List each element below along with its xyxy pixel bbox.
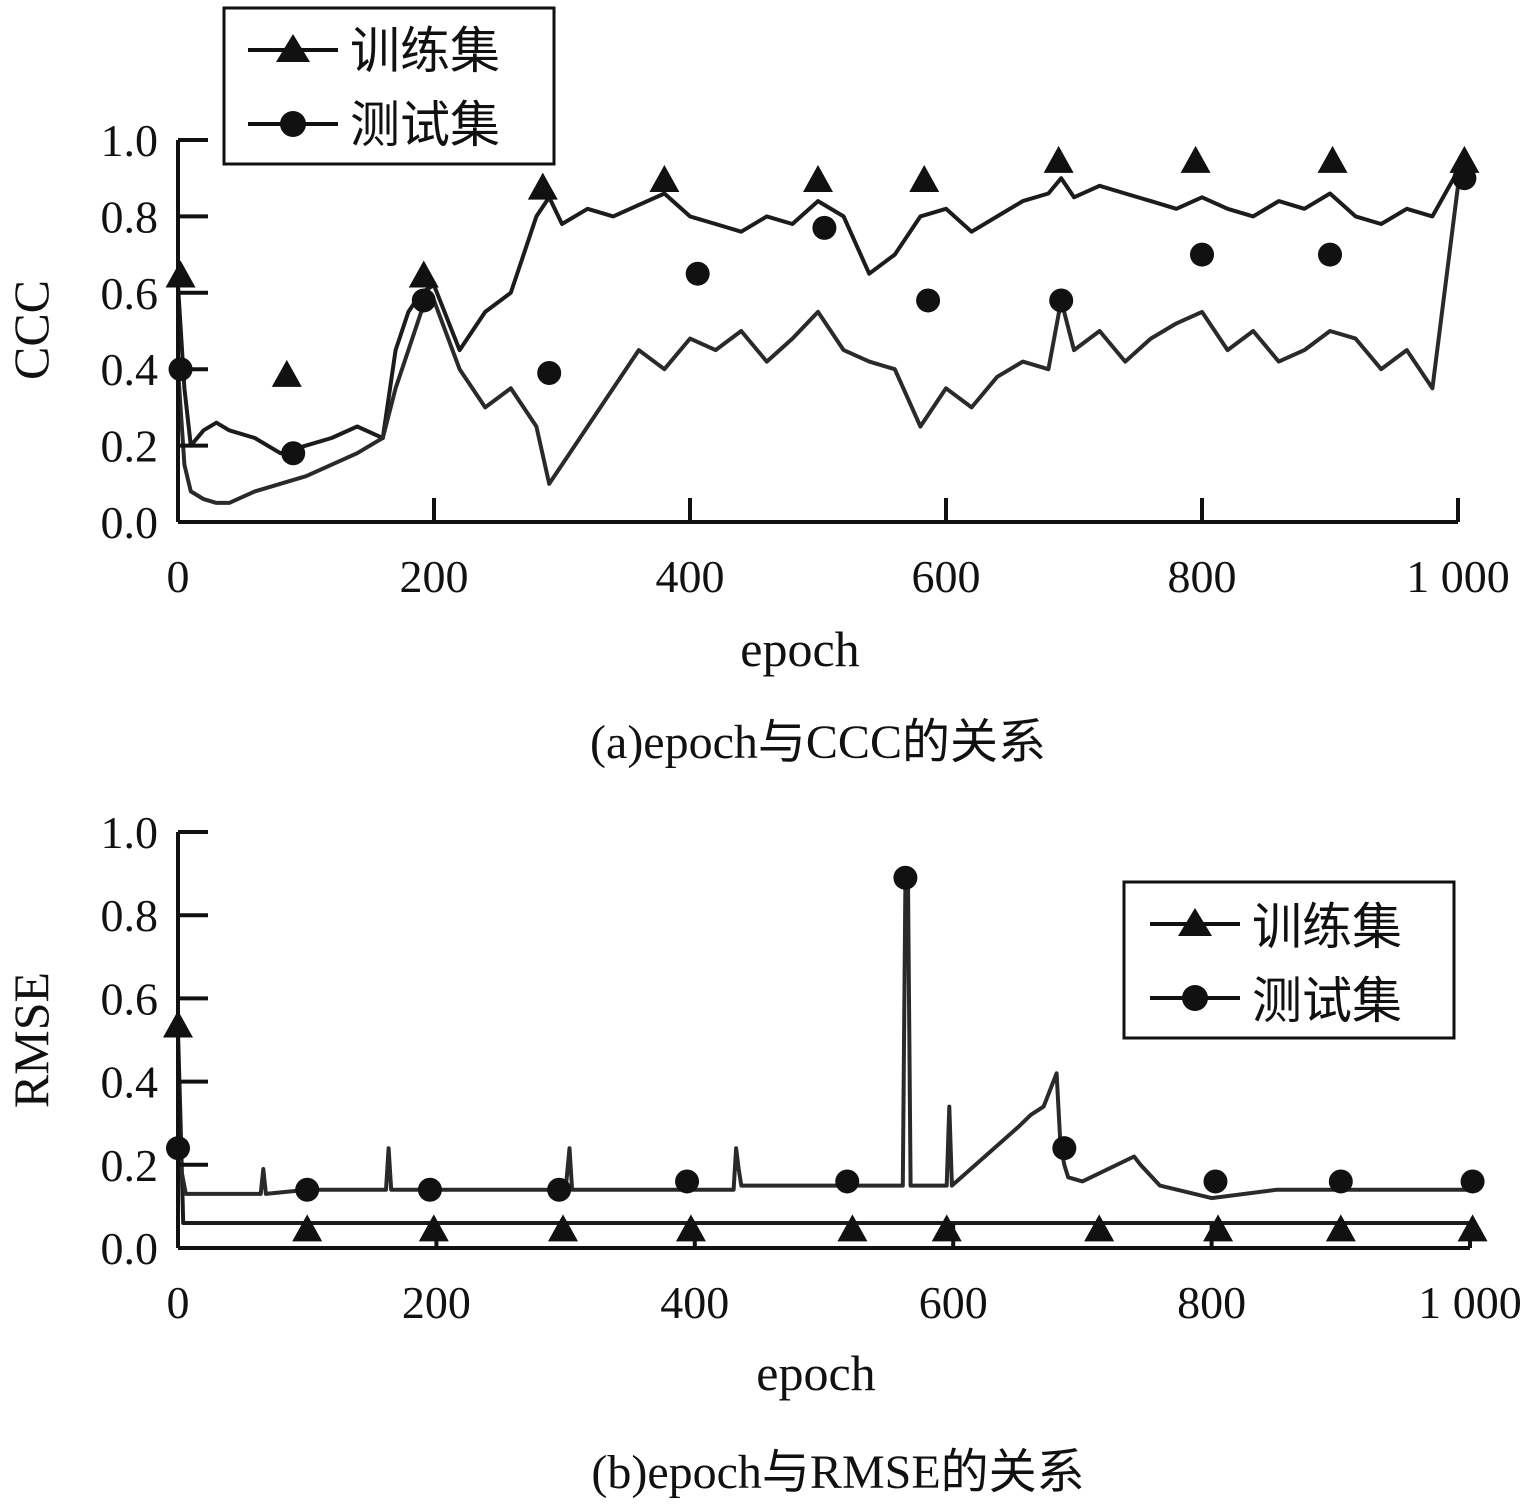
ccc-series-line-train <box>176 169 1460 456</box>
rmse-y-tick-label: 0.2 <box>101 1140 159 1191</box>
ccc-x-tick-label: 800 <box>1168 551 1237 602</box>
ccc-legend-label-train: 训练集 <box>350 23 500 79</box>
ccc-legend: 训练集 测试集 <box>222 6 556 166</box>
ccc-caption: (a)epoch与CCC的关系 <box>590 716 1046 769</box>
rmse-y-tick-label: 0.6 <box>101 973 159 1024</box>
rmse-x-tick-label: 1 000 <box>1418 1277 1522 1328</box>
rmse-caption: (b)epoch与RMSE的关系 <box>591 1446 1084 1499</box>
ccc-tick-labels: 0.0 0.2 0.4 0.6 0.8 1.0 0 200 400 600 800 1 000 <box>101 115 1510 602</box>
ccc-x-tick-label: 200 <box>400 551 469 602</box>
rmse-y-axis-title: RMSE <box>3 972 59 1108</box>
rmse-test-marker <box>547 1177 572 1202</box>
rmse-test-marker <box>1460 1169 1485 1194</box>
ccc-legend-triangle-icon <box>276 34 310 62</box>
ccc-train-marker <box>408 260 439 288</box>
ccc-y-tick-label: 0.2 <box>101 421 159 472</box>
ccc-test-marker <box>685 261 710 286</box>
ccc-test-marker <box>1452 166 1477 191</box>
ccc-x-tick-label: 0 <box>167 551 190 602</box>
chart-rmse: 0.0 0.2 0.4 0.6 0.8 1.0 0 200 400 600 800 1 000 epo… <box>3 807 1522 1499</box>
ccc-test-marker <box>537 361 562 386</box>
ccc-axes <box>176 138 1460 524</box>
ccc-test-marker <box>812 215 837 240</box>
ccc-test-marker <box>1318 242 1342 267</box>
ccc-train-marker <box>271 359 302 387</box>
rmse-test-marker <box>675 1169 700 1194</box>
chart-ccc: 0.0 0.2 0.4 0.6 0.8 1.0 0 200 400 600 800 1 000 epo… <box>3 6 1510 769</box>
ccc-test-marker <box>916 288 941 313</box>
ccc-y-tick-label: 0.4 <box>101 344 159 395</box>
ccc-test-marker <box>1190 242 1214 267</box>
ccc-test-marker <box>411 288 436 313</box>
ccc-train-marker <box>649 165 680 193</box>
rmse-x-tick-label: 800 <box>1177 1277 1246 1328</box>
rmse-axes <box>176 830 1472 1250</box>
rmse-test-marker <box>1052 1136 1077 1161</box>
ccc-train-marker <box>527 172 558 200</box>
ccc-legend-circle-icon <box>280 111 306 137</box>
rmse-series-line-train <box>176 1031 1470 1225</box>
rmse-tick-labels: 0.0 0.2 0.4 0.6 0.8 1.0 0 200 400 600 800 1 000 <box>101 807 1522 1328</box>
rmse-legend-label-train: 训练集 <box>1252 899 1402 955</box>
rmse-train-marker <box>1203 1214 1234 1242</box>
ccc-train-marker <box>1180 145 1211 173</box>
rmse-legend-label-test: 测试集 <box>1252 973 1402 1029</box>
ccc-y-tick-label: 1.0 <box>101 115 159 166</box>
ccc-x-tick-label: 400 <box>656 551 725 602</box>
ccc-test-marker <box>281 441 306 466</box>
ccc-train-marker <box>803 165 833 193</box>
ccc-legend-label-test: 测试集 <box>350 97 500 153</box>
rmse-train-marker <box>548 1214 579 1242</box>
rmse-legend: 训练集 测试集 <box>1122 880 1456 1040</box>
rmse-train-marker <box>675 1214 706 1242</box>
rmse-train-marker <box>1457 1214 1488 1242</box>
rmse-train-marker <box>931 1214 962 1242</box>
rmse-test-marker <box>1203 1169 1228 1194</box>
rmse-x-tick-label: 0 <box>167 1277 190 1328</box>
rmse-legend-box <box>1122 880 1456 1040</box>
ccc-legend-box <box>222 6 556 166</box>
rmse-x-axis-title: epoch <box>756 1345 875 1401</box>
ccc-x-axis-title: epoch <box>740 621 859 677</box>
rmse-y-tick-label: 0.8 <box>101 890 159 941</box>
rmse-y-tick-label: 0.0 <box>101 1223 159 1274</box>
rmse-x-tick-label: 200 <box>402 1277 471 1328</box>
rmse-test-marker <box>417 1177 442 1202</box>
rmse-y-tick-label: 0.4 <box>101 1057 159 1108</box>
ccc-y-tick-label: 0.0 <box>101 497 159 548</box>
rmse-train-marker <box>1325 1214 1356 1242</box>
ccc-train-marker <box>909 165 940 193</box>
ccc-train-marker <box>1449 145 1480 173</box>
rmse-series-markers <box>163 865 1488 1242</box>
rmse-train-marker <box>292 1214 323 1242</box>
ccc-series-lines <box>176 169 1460 505</box>
rmse-x-tick-label: 400 <box>660 1277 729 1328</box>
ccc-x-tick-label: 1 000 <box>1406 551 1510 602</box>
rmse-train-marker <box>837 1214 868 1242</box>
rmse-legend-circle-icon <box>1182 985 1208 1011</box>
ccc-series-line-test <box>176 185 1460 505</box>
ccc-train-marker <box>1043 145 1074 173</box>
ccc-y-axis-title: CCC <box>3 280 59 380</box>
ccc-y-tick-label: 0.6 <box>101 268 159 319</box>
ccc-x-tick-label: 600 <box>912 551 981 602</box>
ccc-train-marker <box>1317 145 1348 173</box>
ccc-test-marker <box>1049 288 1074 313</box>
rmse-train-marker <box>418 1214 449 1242</box>
rmse-test-marker <box>1328 1169 1353 1194</box>
rmse-train-marker <box>1084 1214 1115 1242</box>
rmse-y-tick-label: 1.0 <box>101 807 159 858</box>
rmse-test-marker <box>835 1169 860 1194</box>
rmse-test-marker <box>893 865 918 890</box>
ccc-train-marker <box>165 260 196 288</box>
rmse-x-tick-label: 600 <box>919 1277 988 1328</box>
ccc-y-tick-label: 0.8 <box>101 191 159 242</box>
rmse-test-marker <box>295 1177 320 1202</box>
rmse-legend-triangle-icon <box>1178 908 1212 936</box>
ccc-series-markers <box>165 145 1480 466</box>
